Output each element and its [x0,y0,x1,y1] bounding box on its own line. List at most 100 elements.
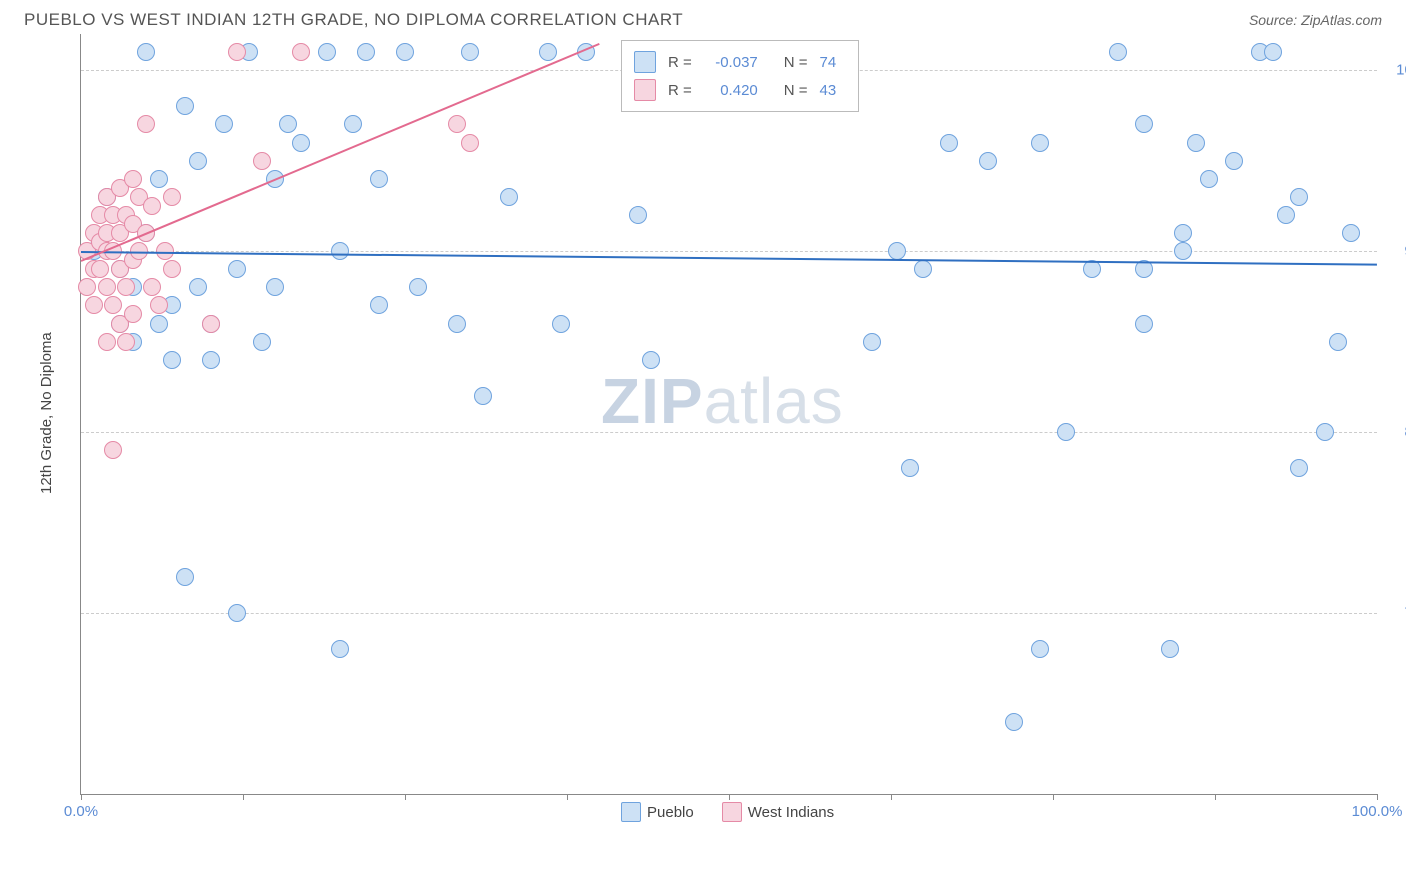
legend-swatch [621,802,641,822]
chart-header: PUEBLO VS WEST INDIAN 12TH GRADE, NO DIP… [0,0,1406,34]
scatter-point [266,278,284,296]
scatter-point [253,333,271,351]
chart-title: PUEBLO VS WEST INDIAN 12TH GRADE, NO DIP… [24,10,683,30]
scatter-point [202,351,220,369]
stats-legend: R =-0.037N =74R =0.420N =43 [621,40,859,112]
x-tick [567,794,568,800]
x-tick [405,794,406,800]
scatter-point [448,115,466,133]
x-tick [729,794,730,800]
scatter-point [409,278,427,296]
scatter-point [448,315,466,333]
scatter-point [163,260,181,278]
scatter-point [150,170,168,188]
legend-swatch [722,802,742,822]
scatter-point [1290,459,1308,477]
scatter-point [979,152,997,170]
scatter-point [1135,315,1153,333]
scatter-point [629,206,647,224]
scatter-point [292,43,310,61]
source-label: Source: ZipAtlas.com [1249,12,1382,28]
trend-line [81,43,600,262]
x-tick [1377,794,1378,800]
scatter-point [1225,152,1243,170]
scatter-point [202,315,220,333]
scatter-point [1342,224,1360,242]
scatter-point [1200,170,1218,188]
scatter-point [1057,423,1075,441]
scatter-point [117,278,135,296]
scatter-point [91,260,109,278]
legend-label: West Indians [748,804,834,821]
scatter-point [901,459,919,477]
scatter-point [117,333,135,351]
scatter-point [104,296,122,314]
scatter-point [253,152,271,170]
watermark: ZIPatlas [601,364,844,438]
scatter-point [1187,134,1205,152]
scatter-point [98,278,116,296]
scatter-point [642,351,660,369]
scatter-point [85,296,103,314]
scatter-point [940,134,958,152]
scatter-point [176,97,194,115]
scatter-point [1264,43,1282,61]
scatter-point [163,188,181,206]
scatter-point [292,134,310,152]
scatter-point [1135,115,1153,133]
scatter-point [1277,206,1295,224]
x-tick-label-left: 0.0% [64,803,98,820]
scatter-point [1174,224,1192,242]
scatter-point [189,152,207,170]
x-tick [891,794,892,800]
scatter-point [176,568,194,586]
scatter-point [331,640,349,658]
scatter-point [1290,188,1308,206]
scatter-point [500,188,518,206]
scatter-point [318,43,336,61]
x-tick [1215,794,1216,800]
scatter-point [888,242,906,260]
scatter-point [461,134,479,152]
x-tick-label-right: 100.0% [1352,803,1403,820]
scatter-point [215,115,233,133]
scatter-point [124,170,142,188]
scatter-point [104,441,122,459]
scatter-point [228,260,246,278]
scatter-point [461,43,479,61]
scatter-point [78,278,96,296]
scatter-point [1005,713,1023,731]
y-axis-label: 12th Grade, No Diploma [38,332,55,494]
scatter-point [331,242,349,260]
scatter-point [370,296,388,314]
scatter-point [150,315,168,333]
scatter-point [357,43,375,61]
scatter-point [344,115,362,133]
scatter-point [1031,640,1049,658]
scatter-point [474,387,492,405]
gridline [81,432,1377,433]
scatter-point [137,43,155,61]
scatter-point [1109,43,1127,61]
scatter-point [163,351,181,369]
scatter-point [396,43,414,61]
scatter-point [370,170,388,188]
scatter-point [98,333,116,351]
scatter-point [189,278,207,296]
stats-table: R =-0.037N =74R =0.420N =43 [632,47,848,105]
scatter-point [1329,333,1347,351]
scatter-point [124,305,142,323]
scatter-point [1316,423,1334,441]
scatter-point [143,278,161,296]
scatter-point [863,333,881,351]
scatter-point [279,115,297,133]
scatter-point [150,296,168,314]
gridline [81,613,1377,614]
scatter-point [228,604,246,622]
series-legend: PuebloWest Indians [621,802,862,822]
scatter-point [914,260,932,278]
plot-area: 70.0%80.0%90.0%100.0%0.0%100.0%ZIPatlasR… [80,34,1377,795]
scatter-point [1161,640,1179,658]
scatter-point [228,43,246,61]
scatter-point [1031,134,1049,152]
